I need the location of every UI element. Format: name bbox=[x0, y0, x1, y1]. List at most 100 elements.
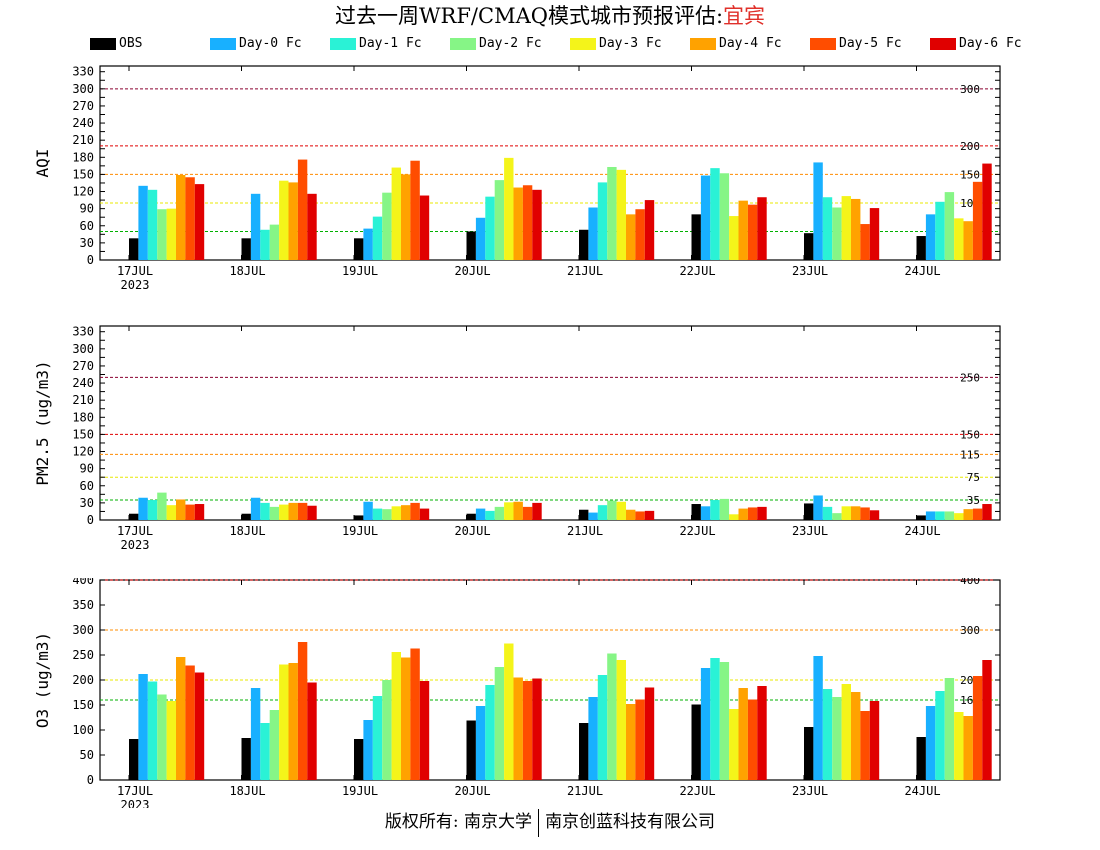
o3-bar-day4-19jul bbox=[401, 657, 411, 780]
pm25-ytick-label-30: 30 bbox=[80, 496, 94, 510]
pm25-bar-obs-24jul bbox=[916, 515, 926, 520]
aqi-xtick-label-19jul: 19JUL bbox=[342, 264, 378, 278]
pm25-bar-day1-23jul bbox=[822, 506, 833, 520]
aqi-ytick-label-60: 60 bbox=[80, 219, 94, 233]
o3-bar-day5-19jul bbox=[410, 648, 420, 780]
o3-bar-day2-19jul bbox=[382, 680, 392, 780]
pm25-bar-obs-20jul bbox=[466, 513, 476, 520]
o3-xtick-label-18jul: 18JUL bbox=[229, 784, 265, 798]
aqi-bar-day0-20jul bbox=[475, 217, 486, 260]
o3-bar-day5-18jul bbox=[297, 642, 308, 780]
aqi-bar-day6-20jul bbox=[532, 189, 542, 260]
pm25-bar-day5-24jul bbox=[972, 508, 983, 520]
aqi-bar-day2-23jul bbox=[832, 207, 842, 260]
o3-bar-day6-17jul bbox=[194, 672, 205, 780]
legend-swatch-day4 bbox=[690, 38, 716, 50]
o3-bar-day4-21jul bbox=[626, 704, 636, 780]
pm25-bar-day1-20jul bbox=[485, 510, 495, 520]
pm25-bar-obs-17jul bbox=[129, 513, 139, 520]
o3-xtick-label-17jul: 17JUL bbox=[117, 784, 153, 798]
aqi-ylabel: AQI bbox=[33, 149, 52, 178]
o3-ytick-label-150: 150 bbox=[72, 698, 94, 712]
pm25-ytick-label-120: 120 bbox=[72, 445, 94, 459]
o3-bar-day3-23jul bbox=[841, 684, 851, 780]
aqi-bar-day5-21jul bbox=[635, 209, 645, 260]
legend-swatch-day1 bbox=[330, 38, 356, 50]
aqi-bar-day1-17jul bbox=[147, 189, 158, 260]
pm25-bar-obs-21jul bbox=[579, 509, 589, 520]
legend-swatch-day5 bbox=[810, 38, 836, 50]
aqi-bar-day5-22jul bbox=[747, 204, 758, 260]
o3-ytick-label-0: 0 bbox=[87, 773, 94, 787]
aqi-bar-obs-23jul bbox=[804, 233, 814, 260]
pm25-bar-day4-21jul bbox=[626, 509, 636, 520]
pm25-bar-day5-19jul bbox=[410, 502, 420, 520]
pm25-bar-day5-21jul bbox=[635, 511, 645, 520]
pm25-bar-day3-19jul bbox=[391, 506, 401, 520]
aqi-plot-frame bbox=[99, 65, 1001, 261]
aqi-threshold-label-200: 200 bbox=[960, 140, 980, 153]
legend-label-day5: Day-5 Fc bbox=[839, 36, 902, 51]
o3-bar-day4-23jul bbox=[851, 692, 861, 780]
o3-xtick-label-21jul: 21JUL bbox=[567, 784, 603, 798]
aqi-bar-day0-19jul bbox=[363, 228, 373, 260]
aqi-bar-day2-19jul bbox=[382, 192, 392, 260]
pm25-ylabel: PM2.5 (ug/m3) bbox=[33, 360, 52, 485]
aqi-bar-day5-24jul bbox=[972, 181, 983, 260]
o3-bar-day3-19jul bbox=[391, 652, 401, 780]
city-name: 宜宾 bbox=[723, 4, 766, 28]
pm25-ytick-label-270: 270 bbox=[72, 359, 94, 373]
aqi-bar-day1-24jul bbox=[935, 201, 945, 260]
o3-bar-day0-18jul bbox=[250, 688, 261, 780]
page-title: 过去一周WRF/CMAQ模式城市预报评估:宜宾 bbox=[0, 0, 1100, 32]
aqi-bar-day6-19jul bbox=[419, 195, 430, 260]
pm25-bar-day3-22jul bbox=[729, 514, 739, 520]
o3-bar-obs-22jul bbox=[691, 704, 701, 780]
pm25-bar-day6-20jul bbox=[532, 502, 542, 520]
aqi-bar-day4-22jul bbox=[738, 200, 748, 260]
pm25-bar-day1-17jul bbox=[147, 500, 158, 520]
o3-ytick-label-400: 400 bbox=[72, 578, 94, 587]
pm25-ytick-label-210: 210 bbox=[72, 393, 94, 407]
o3-bar-day6-23jul bbox=[869, 701, 880, 780]
o3-bar-day6-22jul bbox=[757, 686, 767, 780]
aqi-bar-day6-18jul bbox=[307, 193, 317, 260]
aqi-bar-day3-18jul bbox=[279, 180, 289, 260]
pm25-bar-day2-19jul bbox=[382, 509, 392, 520]
pm25-threshold-label-75: 75 bbox=[967, 471, 980, 484]
pm25-bar-day1-19jul bbox=[372, 508, 383, 520]
legend-swatch-day3 bbox=[570, 38, 596, 50]
o3-bar-day1-22jul bbox=[710, 658, 720, 780]
o3-bar-day6-21jul bbox=[644, 687, 655, 780]
aqi-ytick-label-120: 120 bbox=[72, 185, 94, 199]
pm25-xtick-label-24jul: 24JUL bbox=[904, 524, 940, 538]
aqi-xtick-label-22jul: 22JUL bbox=[679, 264, 715, 278]
aqi-bar-obs-24jul bbox=[916, 236, 926, 260]
legend: OBS Day-0 Fc Day-1 Fc Day-2 Fc Day-3 Fc … bbox=[0, 33, 1100, 55]
pm25-bar-day1-18jul bbox=[260, 502, 270, 520]
o3-bar-day6-19jul bbox=[419, 681, 430, 780]
aqi-ytick-label-0: 0 bbox=[87, 253, 94, 267]
o3-bar-obs-21jul bbox=[579, 723, 589, 780]
o3-bar-obs-24jul bbox=[916, 737, 926, 780]
o3-bar-day2-17jul bbox=[157, 694, 167, 780]
pm25-bar-obs-18jul bbox=[241, 513, 251, 520]
o3-ylabel: O3 (ug/m3) bbox=[33, 632, 52, 728]
aqi-bar-day5-23jul bbox=[860, 224, 870, 260]
o3-xtick-label-22jul: 22JUL bbox=[679, 784, 715, 798]
aqi-bar-day1-21jul bbox=[597, 182, 608, 260]
legend-swatch-day0 bbox=[210, 38, 236, 50]
o3-bar-obs-18jul bbox=[241, 738, 251, 780]
pm25-bar-day0-22jul bbox=[700, 506, 711, 520]
legend-label-day2: Day-2 Fc bbox=[479, 36, 542, 51]
aqi-bar-day4-23jul bbox=[851, 198, 861, 260]
pm25-ytick-label-0: 0 bbox=[87, 513, 94, 527]
o3-bar-day3-22jul bbox=[729, 709, 739, 780]
aqi-bar-day1-19jul bbox=[372, 216, 383, 260]
aqi-xtick-label-20jul: 20JUL bbox=[454, 264, 490, 278]
pm25-year-label: 2023 bbox=[121, 538, 150, 552]
pm25-ytick-label-180: 180 bbox=[72, 410, 94, 424]
o3-bar-obs-19jul bbox=[354, 739, 364, 780]
o3-bar-obs-20jul bbox=[466, 720, 476, 780]
aqi-ytick-label-330: 330 bbox=[72, 65, 94, 79]
